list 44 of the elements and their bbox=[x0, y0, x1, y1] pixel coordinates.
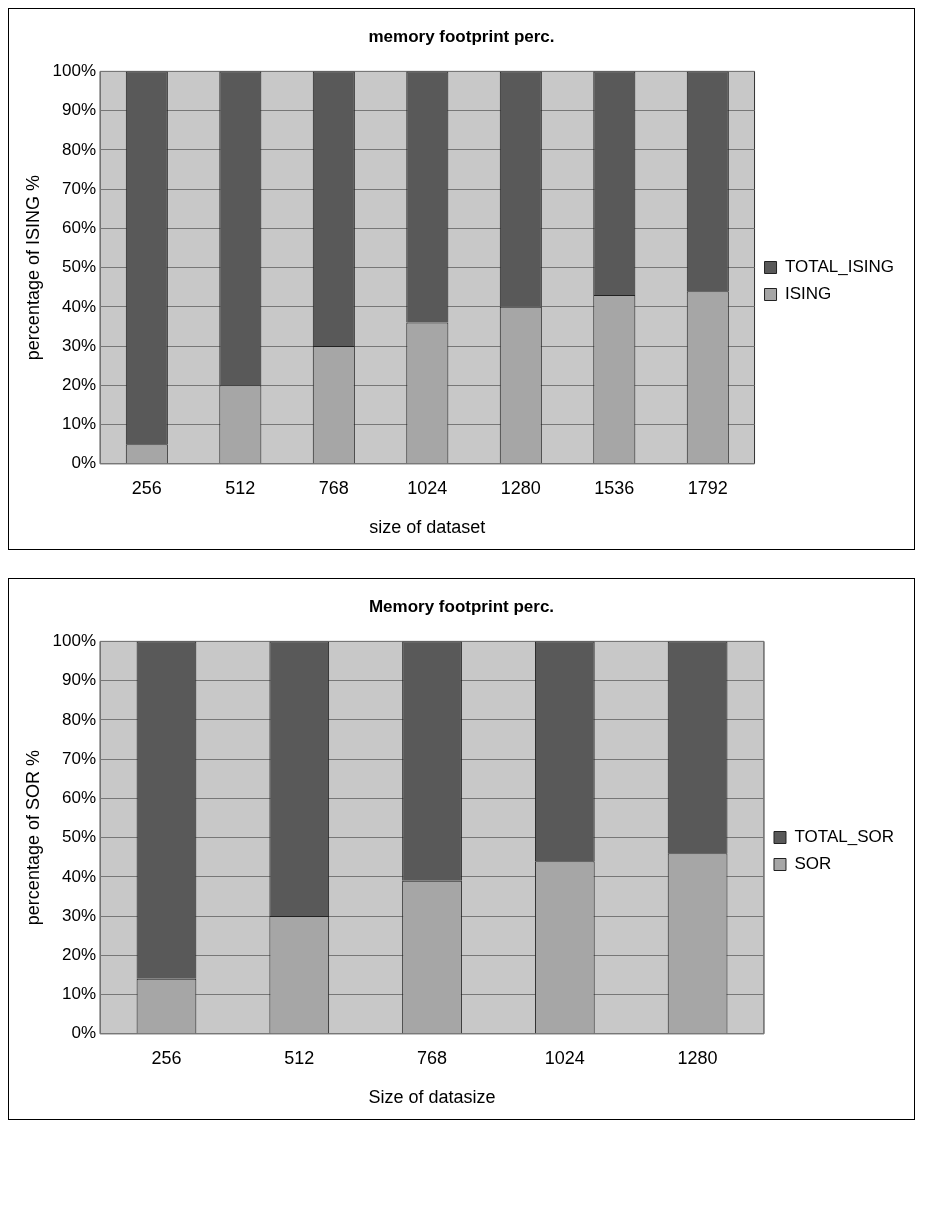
y-tick-label: 40% bbox=[62, 296, 97, 316]
y-tick-label: 80% bbox=[62, 709, 97, 729]
y-tick-label: 0% bbox=[71, 1023, 97, 1043]
y-tick-label: 50% bbox=[62, 257, 97, 277]
legend-label: SOR bbox=[794, 854, 832, 874]
y-tick-label: 0% bbox=[71, 453, 97, 473]
legend-label: ISING bbox=[785, 284, 832, 304]
legend-label: TOTAL_SOR bbox=[794, 827, 895, 847]
x-tick-label: 512 bbox=[225, 477, 256, 498]
x-tick-label: 1536 bbox=[594, 477, 635, 498]
chart-title: memory footprint perc. bbox=[368, 26, 555, 46]
x-tick-label: 1024 bbox=[544, 1047, 585, 1068]
y-tick-label: 80% bbox=[62, 139, 97, 159]
y-tick-label: 50% bbox=[62, 827, 97, 847]
legend-label: TOTAL_ISING bbox=[785, 257, 895, 277]
x-tick-label: 256 bbox=[131, 477, 162, 498]
x-axis-title: size of dataset bbox=[369, 517, 486, 538]
y-tick-label: 20% bbox=[62, 375, 97, 395]
y-tick-label: 100% bbox=[52, 61, 97, 81]
x-tick-label: 1792 bbox=[687, 477, 728, 498]
x-tick-label: 1280 bbox=[500, 477, 541, 498]
y-tick-label: 20% bbox=[62, 945, 97, 965]
y-tick-label: 60% bbox=[62, 788, 97, 808]
y-tick-label: 90% bbox=[62, 100, 97, 120]
x-tick-label: 512 bbox=[284, 1047, 315, 1068]
x-tick-label: 256 bbox=[151, 1047, 182, 1068]
y-tick-label: 90% bbox=[62, 670, 97, 690]
y-tick-label: 40% bbox=[62, 866, 97, 886]
y-tick-label: 30% bbox=[62, 335, 97, 355]
x-tick-label: 768 bbox=[318, 477, 349, 498]
y-axis-title: percentage of SOR % bbox=[22, 750, 43, 926]
y-axis-title: percentage of ISING % bbox=[22, 175, 43, 361]
x-tick-label: 768 bbox=[417, 1047, 448, 1068]
y-tick-label: 10% bbox=[62, 984, 97, 1004]
x-tick-label: 1024 bbox=[407, 477, 448, 498]
y-tick-label: 70% bbox=[62, 178, 97, 198]
y-tick-label: 70% bbox=[62, 748, 97, 768]
y-tick-label: 10% bbox=[62, 414, 97, 434]
y-tick-label: 30% bbox=[62, 905, 97, 925]
chart-title: Memory footprint perc. bbox=[368, 596, 555, 616]
y-tick-label: 60% bbox=[62, 218, 97, 238]
x-axis-title: Size of datasize bbox=[368, 1087, 496, 1108]
x-tick-label: 1280 bbox=[677, 1047, 718, 1068]
y-tick-label: 100% bbox=[52, 631, 97, 651]
